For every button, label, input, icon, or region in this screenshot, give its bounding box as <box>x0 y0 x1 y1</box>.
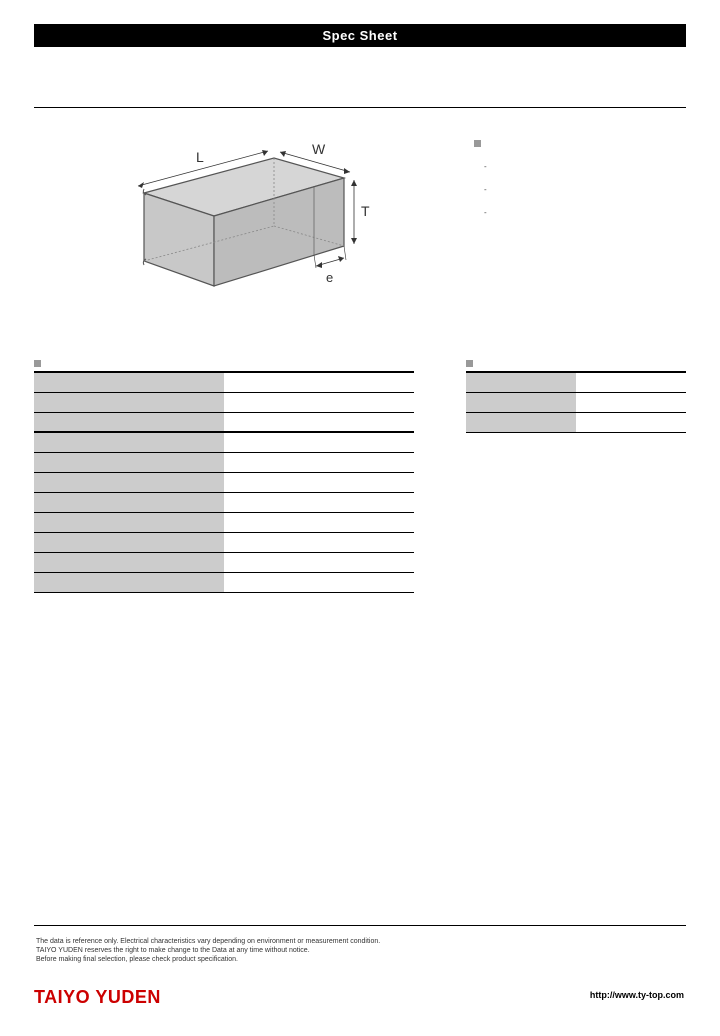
table-row <box>34 392 414 412</box>
bullet-icon <box>34 360 41 367</box>
pack-heading <box>466 358 686 368</box>
table-row <box>34 512 414 532</box>
brand-logo: TAIYO YUDEN <box>34 987 161 1008</box>
pack-table-block <box>466 358 686 433</box>
spec-key <box>34 552 224 572</box>
bullet-icon <box>466 360 473 367</box>
application-item: - <box>484 208 694 217</box>
spec-val <box>224 432 414 452</box>
page-title: Spec Sheet <box>322 28 397 43</box>
spec-val <box>224 512 414 532</box>
spec-val <box>224 532 414 552</box>
page: Spec Sheet L <box>0 24 720 1036</box>
table-row <box>466 412 686 432</box>
divider-top <box>34 107 686 108</box>
dimension-diagram: L W T e <box>104 138 374 318</box>
pack-val <box>576 392 686 412</box>
table-row <box>34 532 414 552</box>
spec-key <box>34 392 224 412</box>
divider-bottom <box>34 925 686 926</box>
table-row <box>34 552 414 572</box>
application-item: - <box>484 185 694 194</box>
table-row <box>466 392 686 412</box>
table-row <box>34 572 414 592</box>
spec-key <box>34 472 224 492</box>
spec-key <box>34 432 224 452</box>
pack-key <box>466 392 576 412</box>
spec-key <box>34 372 224 392</box>
table-row <box>34 372 414 392</box>
spec-val <box>224 492 414 512</box>
spec-key <box>34 492 224 512</box>
disclaimer-line: TAIYO YUDEN reserves the right to make c… <box>36 946 380 955</box>
spec-val <box>224 372 414 392</box>
dim-label-W: W <box>312 141 326 157</box>
spec-val <box>224 412 414 432</box>
spec-key <box>34 512 224 532</box>
pack-val <box>576 372 686 392</box>
dim-label-e: e <box>326 270 333 285</box>
bullet-icon <box>474 140 481 147</box>
applications-section: - - - <box>474 138 694 221</box>
applications-heading <box>474 138 694 148</box>
disclaimer: The data is reference only. Electrical c… <box>36 937 380 964</box>
table-row <box>34 452 414 472</box>
dim-label-T: T <box>361 203 370 219</box>
tables-row <box>34 358 686 593</box>
title-bar: Spec Sheet <box>34 24 686 47</box>
table-row <box>34 412 414 432</box>
spec-key <box>34 572 224 592</box>
spec-key <box>34 452 224 472</box>
footer-url: http://www.ty-top.com <box>590 990 684 1000</box>
spec-heading <box>34 358 414 368</box>
spec-val <box>224 392 414 412</box>
spec-val <box>224 452 414 472</box>
spec-table-block <box>34 358 414 593</box>
pack-key <box>466 372 576 392</box>
spec-val <box>224 552 414 572</box>
pack-val <box>576 412 686 432</box>
disclaimer-line: Before making final selection, please ch… <box>36 955 380 964</box>
table-row <box>34 432 414 452</box>
spec-key <box>34 532 224 552</box>
dim-label-L: L <box>196 149 204 165</box>
disclaimer-line: The data is reference only. Electrical c… <box>36 937 380 946</box>
spec-key <box>34 412 224 432</box>
spec-val <box>224 472 414 492</box>
application-item: - <box>484 162 694 171</box>
pack-key <box>466 412 576 432</box>
chip-svg: L W T e <box>104 138 374 318</box>
table-row <box>34 472 414 492</box>
spec-table <box>34 371 414 593</box>
table-row <box>466 372 686 392</box>
spec-val <box>224 572 414 592</box>
pack-table <box>466 371 686 433</box>
table-row <box>34 492 414 512</box>
